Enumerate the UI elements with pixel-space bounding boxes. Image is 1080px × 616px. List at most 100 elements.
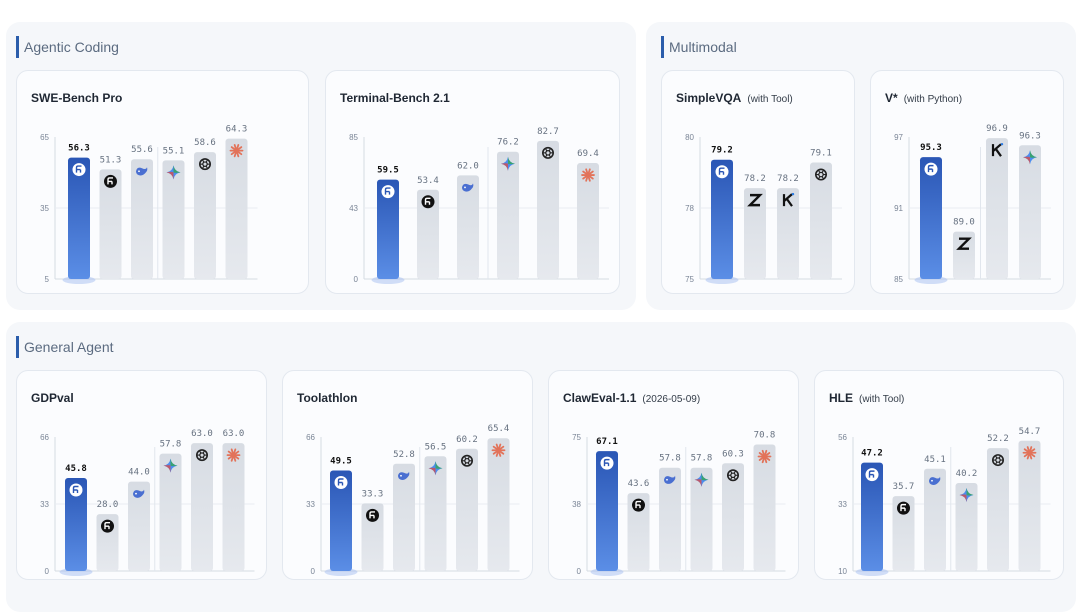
y-tick-label: 85 bbox=[894, 275, 903, 284]
chart-title: HLE (with Tool) bbox=[829, 391, 905, 405]
sparkle-icon bbox=[1023, 150, 1037, 165]
bar bbox=[987, 448, 1009, 571]
chart-card-gdpval: GDPval 66 33 0 45.8 28.0 44.0 57.8 63.0 63.0 bbox=[16, 370, 267, 580]
data-label: 35.7 bbox=[893, 482, 915, 492]
bar bbox=[393, 463, 415, 571]
y-tick-label: 75 bbox=[572, 433, 581, 442]
bar bbox=[1018, 440, 1041, 571]
brand-b-icon bbox=[632, 498, 645, 512]
data-label: 53.4 bbox=[417, 176, 439, 186]
y-tick-label: 0 bbox=[354, 275, 359, 284]
data-label: 65.4 bbox=[488, 424, 510, 434]
bar-chart: 66 33 0 49.5 33.3 52.8 56.5 60.2 65.4 bbox=[306, 424, 520, 576]
bar bbox=[659, 467, 681, 571]
data-label: 76.2 bbox=[497, 138, 519, 148]
bar bbox=[377, 179, 399, 279]
y-tick-label: 80 bbox=[685, 133, 694, 142]
openai-icon bbox=[727, 469, 739, 482]
data-label: 69.4 bbox=[577, 149, 599, 159]
data-label: 55.1 bbox=[163, 146, 185, 156]
brand-b-icon bbox=[104, 174, 117, 188]
sparkle-icon bbox=[694, 472, 709, 487]
bar bbox=[162, 160, 185, 279]
starburst-icon bbox=[1022, 446, 1037, 460]
bar-chart: 97 91 85 95.3 89.0 96.9 96.3 bbox=[894, 124, 1051, 284]
bar bbox=[417, 189, 439, 279]
openai-icon bbox=[992, 454, 1004, 467]
chart-card-toolathlon: Toolathlon 66 33 0 49.5 33.3 52.8 56.5 60.2 65.4 bbox=[282, 370, 533, 580]
bar bbox=[99, 169, 122, 279]
data-label: 56.3 bbox=[68, 144, 90, 154]
data-label: 79.2 bbox=[711, 146, 733, 156]
whale-icon bbox=[398, 471, 410, 480]
brand-a-icon bbox=[381, 185, 395, 199]
bar bbox=[753, 444, 776, 571]
data-label: 44.0 bbox=[128, 468, 150, 478]
brand-a-icon bbox=[600, 456, 614, 470]
y-tick-label: 97 bbox=[894, 133, 903, 142]
bar bbox=[330, 470, 352, 571]
data-label: 54.7 bbox=[1019, 427, 1041, 437]
bar bbox=[690, 467, 713, 571]
section-title: General Agent bbox=[16, 336, 114, 358]
data-label: 78.2 bbox=[777, 174, 799, 184]
bar-chart: 80 78 75 79.2 78.2 78.2 79.1 bbox=[685, 133, 842, 284]
data-label: 63.0 bbox=[191, 429, 213, 439]
bar bbox=[596, 451, 618, 571]
data-label: 79.1 bbox=[810, 149, 832, 159]
data-label: 60.2 bbox=[456, 435, 478, 445]
brand-a-icon bbox=[72, 163, 86, 177]
y-tick-label: 91 bbox=[894, 204, 903, 213]
data-label: 63.0 bbox=[223, 429, 245, 439]
chart-title: Terminal-Bench 2.1 bbox=[340, 91, 450, 105]
y-tick-label: 0 bbox=[311, 567, 316, 576]
chart-title: Toolathlon bbox=[297, 391, 358, 405]
data-label: 47.2 bbox=[861, 449, 883, 459]
y-tick-label: 66 bbox=[40, 433, 49, 442]
starburst-icon bbox=[757, 449, 772, 464]
whale-icon bbox=[136, 167, 148, 176]
bar bbox=[953, 231, 975, 279]
section-title: Multimodal bbox=[661, 36, 737, 58]
data-label: 43.6 bbox=[628, 479, 650, 489]
data-label: 40.2 bbox=[956, 469, 978, 479]
data-label: 62.0 bbox=[457, 161, 479, 171]
openai-icon bbox=[196, 449, 208, 462]
bar bbox=[128, 481, 150, 571]
bar bbox=[194, 152, 216, 279]
bar-chart: 66 33 0 45.8 28.0 44.0 57.8 63.0 63.0 bbox=[40, 429, 255, 576]
y-tick-label: 33 bbox=[306, 500, 315, 509]
starburst-icon bbox=[226, 448, 241, 462]
bar-chart: 85 43 0 59.5 53.4 62.0 76.2 82.7 69.4 bbox=[349, 127, 609, 284]
data-label: 45.1 bbox=[924, 455, 946, 465]
bar bbox=[577, 163, 599, 279]
bar bbox=[68, 157, 90, 279]
data-label: 82.7 bbox=[537, 127, 559, 137]
bar bbox=[222, 443, 245, 571]
data-label: 51.3 bbox=[100, 155, 122, 165]
bar bbox=[924, 468, 946, 571]
data-label: 57.8 bbox=[659, 454, 681, 464]
y-tick-label: 66 bbox=[306, 433, 315, 442]
bar bbox=[722, 463, 744, 571]
bar bbox=[861, 462, 883, 571]
chart-card-clawEval: ClawEval-1.1 (2026-05-09) 75 38 0 67.1 43.6 57… bbox=[548, 370, 799, 580]
data-label: 67.1 bbox=[596, 437, 618, 447]
data-label: 55.6 bbox=[131, 145, 153, 155]
bar bbox=[131, 159, 153, 279]
data-label: 96.9 bbox=[986, 124, 1008, 134]
z-icon bbox=[956, 237, 972, 250]
bar bbox=[537, 140, 559, 279]
chart-card-swe-bench-pro: SWE-Bench Pro 65 35 5 56.3 51.3 55.6 55.1 58.6 6… bbox=[16, 70, 309, 294]
data-label: 49.5 bbox=[330, 457, 352, 467]
chart-title: GDPval bbox=[31, 391, 74, 405]
bar bbox=[424, 456, 447, 571]
chart-title: V* (with Python) bbox=[885, 91, 963, 105]
data-label: 70.8 bbox=[754, 431, 776, 441]
y-tick-label: 43 bbox=[349, 204, 358, 213]
y-tick-label: 33 bbox=[40, 500, 49, 509]
k-icon bbox=[782, 192, 795, 207]
data-label: 60.3 bbox=[722, 449, 744, 459]
data-label: 28.0 bbox=[97, 500, 119, 510]
y-tick-label: 5 bbox=[45, 275, 50, 284]
